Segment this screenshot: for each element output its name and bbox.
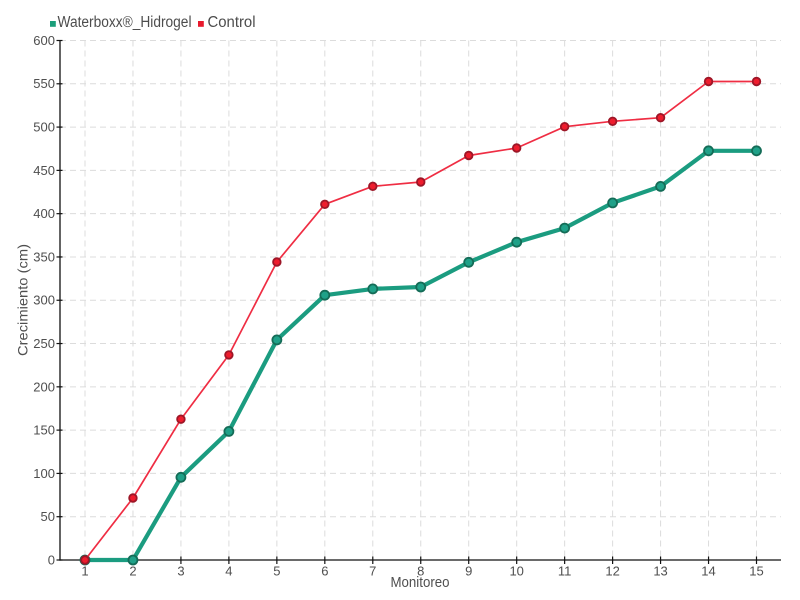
svg-text:550: 550 (33, 76, 55, 91)
svg-text:100: 100 (33, 466, 55, 481)
svg-text:300: 300 (33, 293, 55, 308)
svg-text:Control: Control (208, 14, 256, 31)
svg-text:450: 450 (33, 163, 55, 178)
svg-text:0: 0 (48, 553, 55, 568)
svg-text:350: 350 (33, 249, 55, 264)
svg-text:13: 13 (653, 564, 667, 579)
svg-text:5: 5 (273, 564, 280, 579)
svg-text:4: 4 (225, 564, 232, 579)
svg-text:6: 6 (321, 564, 328, 579)
svg-text:12: 12 (605, 564, 619, 579)
svg-text:7: 7 (369, 564, 376, 579)
svg-text:250: 250 (33, 336, 55, 351)
svg-text:Monitoreo: Monitoreo (391, 574, 450, 591)
svg-text:1: 1 (81, 564, 88, 579)
svg-text:Crecimiento (cm): Crecimiento (cm) (15, 244, 31, 356)
svg-text:15: 15 (749, 564, 763, 579)
svg-text:600: 600 (33, 33, 55, 48)
svg-text:9: 9 (465, 564, 472, 579)
svg-text:3: 3 (177, 564, 184, 579)
svg-text:2: 2 (129, 564, 136, 579)
svg-text:500: 500 (33, 120, 55, 135)
svg-text:Waterboxx®_Hidrogel: Waterboxx®_Hidrogel (58, 14, 192, 31)
svg-text:200: 200 (33, 379, 55, 394)
svg-text:150: 150 (33, 423, 55, 438)
svg-text:10: 10 (509, 564, 523, 579)
svg-text:14: 14 (701, 564, 715, 579)
svg-text:400: 400 (33, 206, 55, 221)
svg-text:50: 50 (41, 509, 55, 524)
svg-text:8: 8 (417, 564, 424, 579)
svg-text:11: 11 (558, 564, 572, 579)
